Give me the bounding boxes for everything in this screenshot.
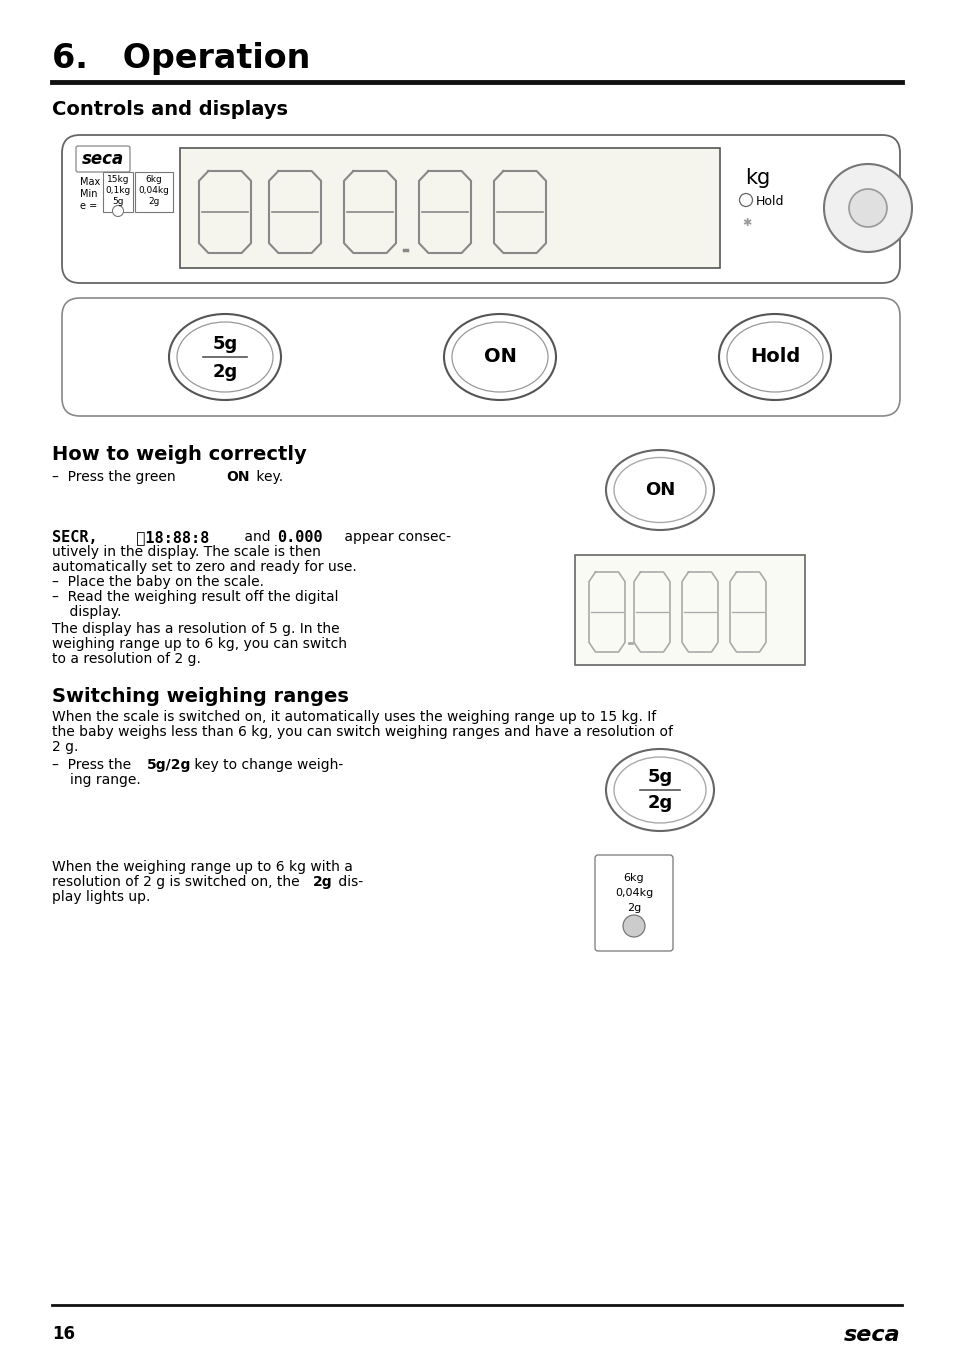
Text: 6kg: 6kg: [623, 873, 643, 883]
Ellipse shape: [823, 164, 911, 251]
FancyBboxPatch shape: [76, 146, 130, 172]
Ellipse shape: [605, 749, 713, 831]
Text: e =: e =: [80, 201, 97, 211]
Text: SECR,: SECR,: [52, 530, 97, 545]
Ellipse shape: [726, 322, 822, 392]
Text: 0,04kg: 0,04kg: [138, 187, 170, 195]
Text: ​18:88:8: ​18:88:8: [118, 530, 209, 545]
Ellipse shape: [622, 915, 644, 937]
Ellipse shape: [177, 322, 273, 392]
Text: to a resolution of 2 g.: to a resolution of 2 g.: [52, 652, 201, 667]
Text: utively in the display. The scale is then: utively in the display. The scale is the…: [52, 545, 320, 558]
Text: ✱: ✱: [741, 218, 751, 228]
Text: ON: ON: [644, 481, 675, 499]
Text: display.: display.: [52, 604, 121, 619]
Text: dis-: dis-: [334, 875, 363, 890]
Text: The display has a resolution of 5 g. In the: The display has a resolution of 5 g. In …: [52, 622, 339, 635]
Text: 2g: 2g: [213, 362, 237, 381]
FancyBboxPatch shape: [62, 135, 899, 283]
Bar: [180, 147, 720, 268]
FancyBboxPatch shape: [595, 854, 672, 950]
Ellipse shape: [452, 322, 547, 392]
Ellipse shape: [614, 757, 705, 823]
Text: 2g: 2g: [647, 794, 672, 813]
FancyBboxPatch shape: [62, 297, 899, 416]
Text: Switching weighing ranges: Switching weighing ranges: [52, 687, 349, 706]
Text: 2 g.: 2 g.: [52, 740, 78, 754]
Text: 0.000: 0.000: [276, 530, 322, 545]
Text: –  Read the weighing result off the digital: – Read the weighing result off the digit…: [52, 589, 338, 604]
Text: 6.   Operation: 6. Operation: [52, 42, 310, 74]
Text: –  Press the green: – Press the green: [52, 470, 180, 484]
Text: Hold: Hold: [749, 347, 800, 366]
Text: –  Place the baby on the scale.: – Place the baby on the scale.: [52, 575, 264, 589]
Ellipse shape: [848, 189, 886, 227]
Text: key to change weigh-: key to change weigh-: [190, 758, 343, 772]
Bar: [575, 556, 804, 665]
Text: Min: Min: [80, 189, 97, 199]
Text: Hold: Hold: [755, 195, 783, 208]
Text: kg: kg: [744, 168, 769, 188]
Text: automatically set to zero and ready for use.: automatically set to zero and ready for …: [52, 560, 356, 575]
Text: key.: key.: [252, 470, 283, 484]
Text: 2g: 2g: [313, 875, 333, 890]
Text: How to weigh correctly: How to weigh correctly: [52, 445, 307, 464]
Text: ON: ON: [483, 347, 516, 366]
Bar: [103, 172, 132, 212]
Text: appear consec-: appear consec-: [339, 530, 451, 544]
Text: When the scale is switched on, it automatically uses the weighing range up to 15: When the scale is switched on, it automa…: [52, 710, 656, 725]
Text: seca: seca: [842, 1325, 899, 1345]
Text: play lights up.: play lights up.: [52, 890, 151, 904]
Text: 15kg: 15kg: [107, 174, 129, 184]
Ellipse shape: [443, 314, 556, 400]
Text: 0,1kg: 0,1kg: [105, 187, 131, 195]
Text: –  Press the: – Press the: [52, 758, 135, 772]
Text: When the weighing range up to 6 kg with a: When the weighing range up to 6 kg with …: [52, 860, 353, 873]
Ellipse shape: [739, 193, 752, 207]
Text: ing range.: ing range.: [70, 773, 141, 787]
Text: 2g: 2g: [626, 903, 640, 913]
Text: 16: 16: [52, 1325, 75, 1343]
Ellipse shape: [605, 450, 713, 530]
Text: weighing range up to 6 kg, you can switch: weighing range up to 6 kg, you can switc…: [52, 637, 347, 652]
Text: Max: Max: [80, 177, 100, 187]
Text: 5g: 5g: [112, 197, 124, 206]
Text: Controls and displays: Controls and displays: [52, 100, 288, 119]
Ellipse shape: [169, 314, 281, 400]
Ellipse shape: [614, 457, 705, 522]
Ellipse shape: [719, 314, 830, 400]
Text: 5g: 5g: [213, 335, 237, 353]
Text: seca: seca: [82, 150, 124, 168]
Text: resolution of 2 g is switched on, the: resolution of 2 g is switched on, the: [52, 875, 304, 890]
Text: the baby weighs less than 6 kg, you can switch weighing ranges and have a resolu: the baby weighs less than 6 kg, you can …: [52, 725, 672, 740]
Bar: [135, 172, 172, 212]
Text: 5g/2g: 5g/2g: [147, 758, 192, 772]
Ellipse shape: [112, 206, 123, 216]
Text: and: and: [240, 530, 274, 544]
Text: 6kg: 6kg: [146, 174, 162, 184]
Text: 0,04kg: 0,04kg: [615, 888, 653, 898]
Text: 5g: 5g: [647, 768, 672, 786]
Text: 2g: 2g: [148, 197, 159, 206]
Text: ON: ON: [226, 470, 250, 484]
